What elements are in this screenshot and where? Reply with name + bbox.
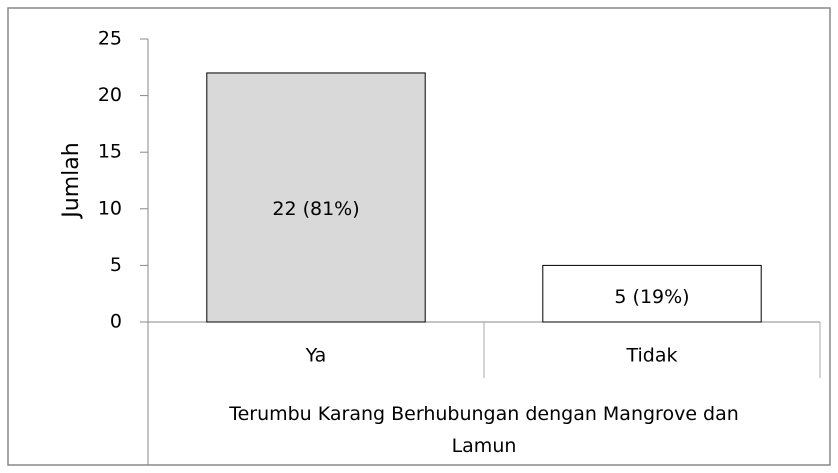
y-tick-label: 5 [110, 254, 122, 276]
x-tick-label: Ya [305, 345, 327, 367]
value-label: 5 (19%) [614, 286, 689, 308]
x-axis-label-box: Terumbu Karang Berhubungan dengan Mangro… [229, 403, 739, 457]
x-tick-label: Tidak [625, 345, 677, 367]
y-tick-label: 10 [98, 197, 122, 219]
y-tick-label: 25 [98, 28, 122, 50]
y-tick-label: 15 [98, 141, 122, 163]
bar [206, 72, 426, 323]
y-axis-label: Jumlah [59, 142, 84, 219]
x-axis-label: Terumbu Karang Berhubungan dengan Mangro… [229, 403, 739, 457]
y-tick-label: 20 [98, 84, 122, 106]
y-tick-label: 0 [110, 311, 122, 333]
bar [542, 264, 762, 323]
value-label: 22 (81%) [272, 198, 359, 220]
